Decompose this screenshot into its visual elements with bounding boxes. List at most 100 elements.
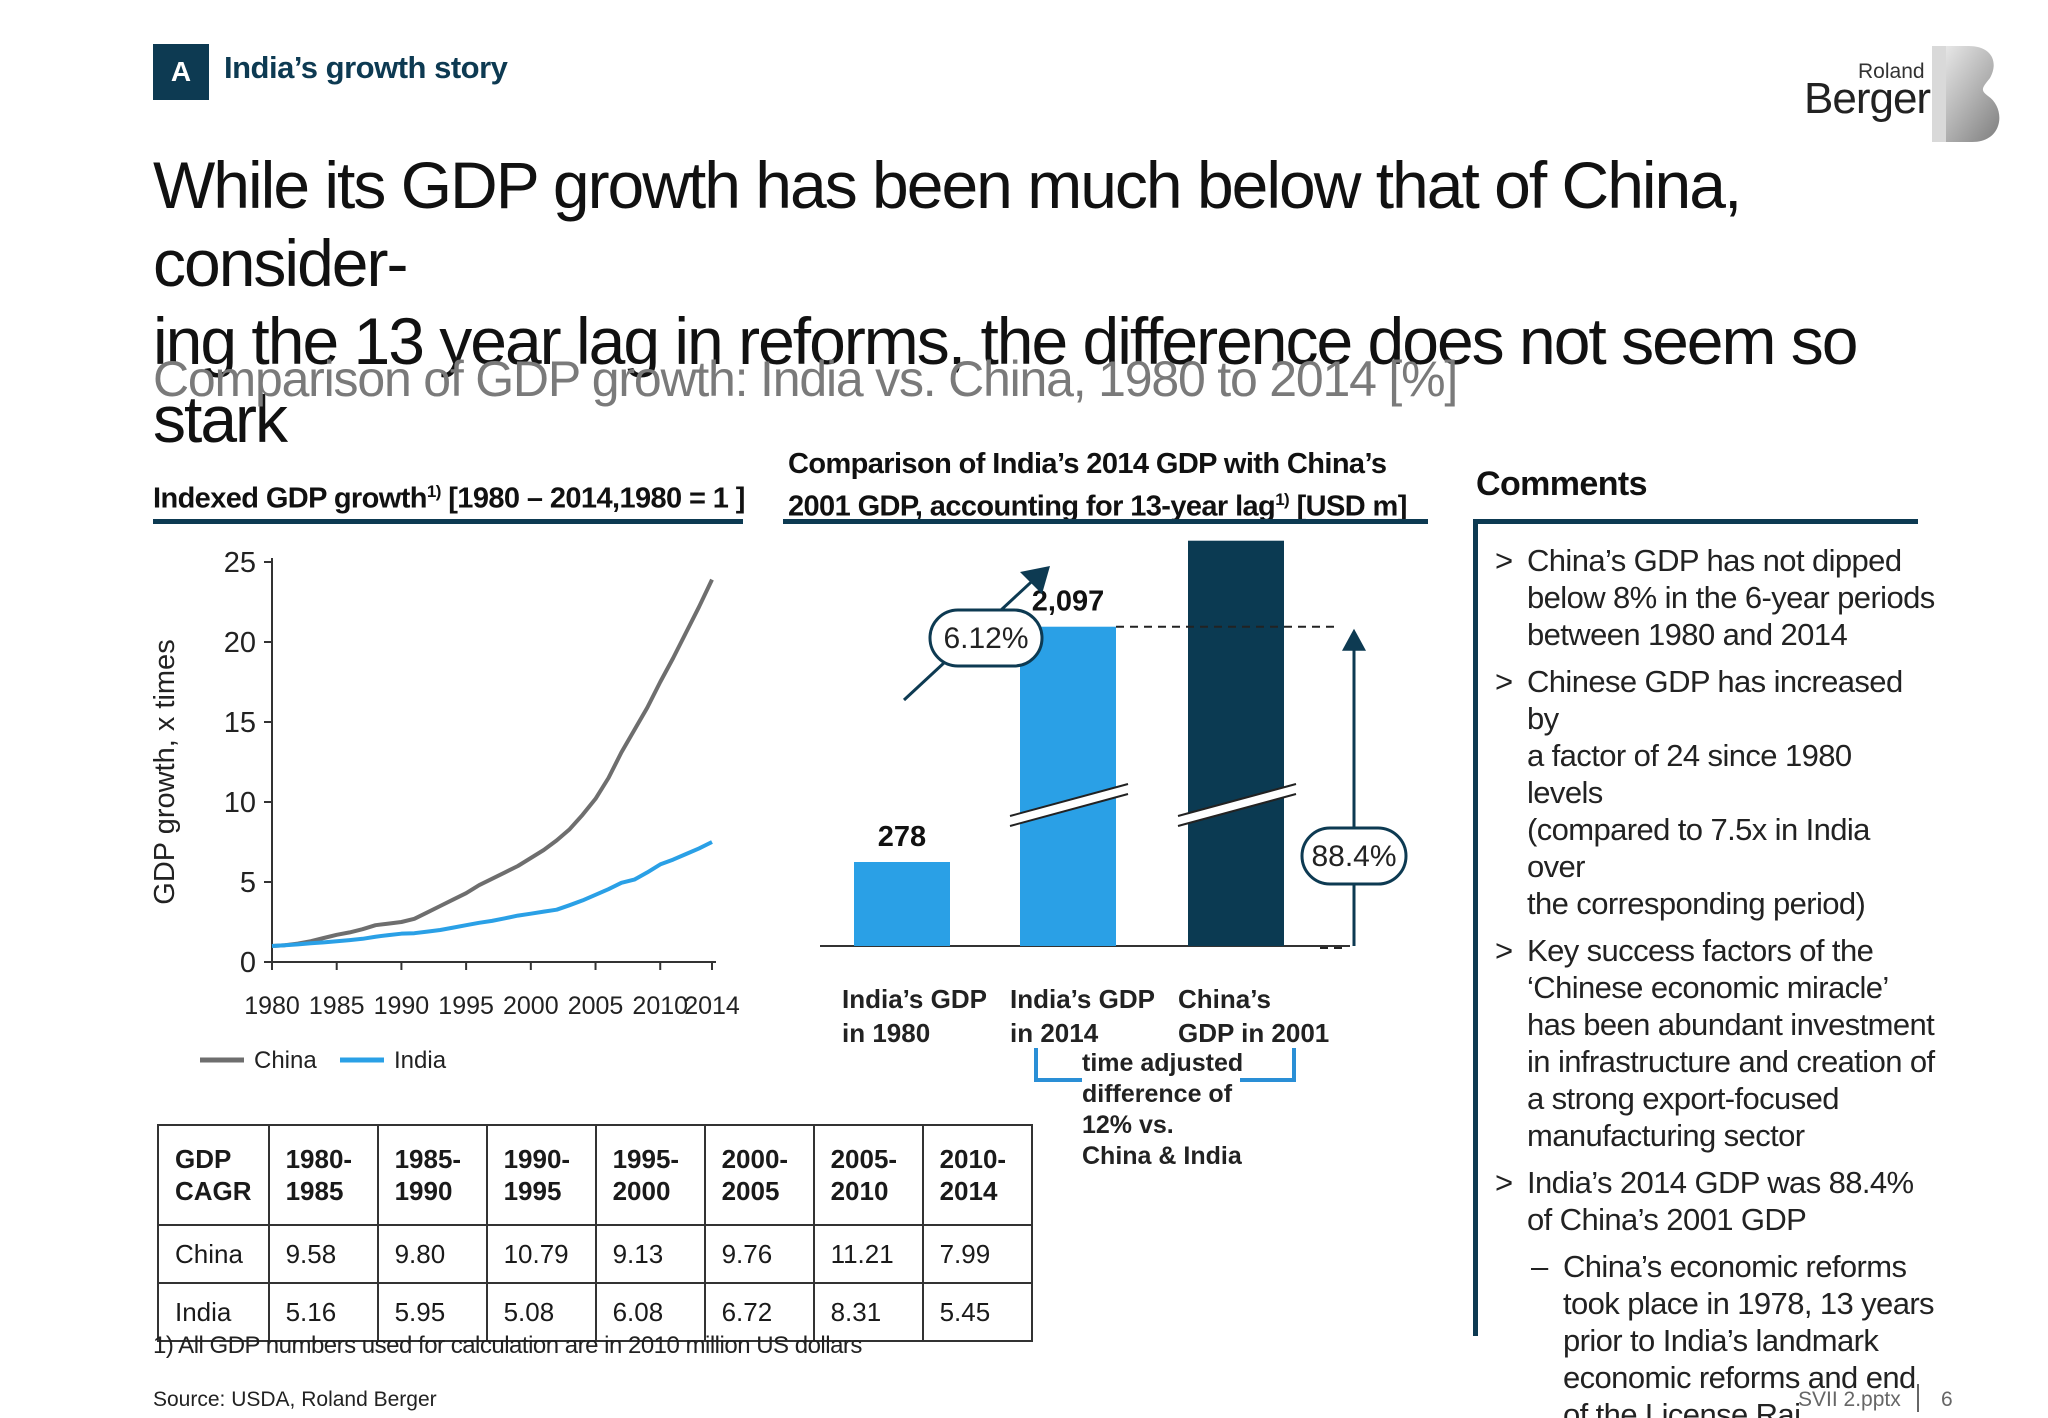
axis-break-gap: [1178, 784, 1296, 826]
series-line-india: [271, 840, 713, 948]
x-tick-label: 1980: [244, 992, 300, 1020]
table-cell: 6.08: [594, 1282, 706, 1342]
bar-0: [854, 862, 950, 946]
bar-1: [1020, 626, 1116, 946]
cell-text: 1985-: [394, 1144, 462, 1174]
table-cell: 7.99: [921, 1224, 1033, 1284]
headline-line-1: While its GDP growth has been much below…: [153, 148, 1742, 300]
table-cell: 8.31: [812, 1282, 924, 1342]
comments-heading-rule: [1473, 519, 1918, 524]
table-cell: 11.21: [812, 1224, 924, 1284]
line-chart-heading-rule: [153, 519, 743, 524]
comment-line: took place in 1978, 13 years: [1563, 1286, 1935, 1321]
bullet-marker: >: [1495, 1165, 1513, 1200]
cell-text: 2005-: [830, 1144, 898, 1174]
line-chart-heading-sup: 1): [426, 482, 442, 501]
growth-arrow-head: [1020, 566, 1050, 594]
comments-list: > China’s GDP has not dipped below 8% in…: [1495, 542, 1935, 1418]
file-reference: SVII 2.pptx: [1798, 1388, 1901, 1411]
bar-category-label: in 2014: [1010, 1018, 1099, 1048]
comment-line: has been abundant investment: [1527, 1007, 1935, 1042]
x-tick-label: 2014: [684, 992, 740, 1020]
section-tag: A: [153, 44, 209, 100]
table-cell: 9.80: [376, 1224, 488, 1284]
comment-item: > Chinese GDP has increased by a factor …: [1495, 663, 1935, 922]
bar-category-label: India’s GDP: [842, 984, 987, 1014]
cell-text: 1980-: [285, 1144, 353, 1174]
bar-category-label: in 1980: [842, 1018, 930, 1048]
cell-text: 2014: [939, 1176, 998, 1206]
bar-chart-heading-sup: 1): [1275, 490, 1290, 509]
bar-value-label: 2,097: [1032, 586, 1105, 618]
line-chart-heading-rest: [1980 – 2014,1980 = 1 ]: [440, 482, 745, 515]
dash-marker: –: [1531, 1249, 1548, 1284]
roland-berger-logo-icon: [1932, 46, 2000, 142]
x-tick-label: 2010: [632, 992, 688, 1020]
comment-line: between 1980 and 2014: [1527, 617, 1848, 652]
comment-line: in infrastructure and creation of: [1527, 1044, 1935, 1079]
x-tick-label: 1990: [374, 992, 430, 1020]
bar-chart-heading-rule: [783, 519, 1428, 524]
cell-text: 1985: [285, 1176, 344, 1206]
cagr-table: GDP CAGR 1980- 1985 1985- 1990 1990- 1995 19…: [157, 1124, 1033, 1342]
comment-line: China’s economic reforms: [1563, 1249, 1907, 1284]
table-cell: 5.08: [485, 1282, 597, 1342]
cell-text: 2010: [830, 1176, 889, 1206]
logo-text-top: Roland: [1858, 60, 1925, 83]
y-axis-label: GDP growth, x times: [149, 639, 181, 904]
bar-value-label: 278: [878, 821, 926, 853]
table-header-cell: 1980- 1985: [267, 1124, 379, 1226]
cell-text: 2000: [612, 1176, 671, 1206]
logo-text-bottom: Berger: [1804, 74, 1931, 123]
axis-break-line: [1177, 793, 1297, 827]
legend-label-china: China: [254, 1047, 317, 1074]
axis-break-line: [1009, 793, 1129, 827]
headline-line-2: ing the 13 year lag in reforms, the diff…: [153, 304, 1859, 456]
comment-line: China’s GDP has not dipped: [1527, 543, 1902, 578]
cell-text: 1995-: [612, 1144, 680, 1174]
ratio-arrow-head: [1342, 628, 1366, 651]
bullet-marker: >: [1495, 543, 1513, 578]
time-adjusted-note: time adjusted difference of 12% vs. Chin…: [1082, 1048, 1243, 1172]
comment-item: > Key success factors of the ‘Chinese ec…: [1495, 932, 1935, 1154]
axis-break-line: [1009, 783, 1129, 817]
source-note: Source: USDA, Roland Berger: [153, 1388, 437, 1411]
cell-text: 2000-: [721, 1144, 789, 1174]
table-header-cell: 1990- 1995: [485, 1124, 597, 1226]
series-line-china: [271, 578, 714, 948]
cell-text: GDP: [175, 1144, 232, 1174]
comment-line: manufacturing sector: [1527, 1118, 1805, 1153]
y-tick-label: 10: [224, 787, 256, 819]
table-cell: 5.95: [376, 1282, 488, 1342]
bar-category-label: India’s GDP: [1010, 984, 1155, 1014]
growth-bubble: [928, 608, 1044, 668]
comment-line: the corresponding period): [1527, 886, 1866, 921]
table-cell: India: [157, 1282, 270, 1342]
growth-bubble-label: 6.12%: [943, 622, 1028, 655]
comment-line: a factor of 24 since 1980 levels: [1527, 738, 1852, 810]
y-tick-label: 5: [240, 867, 256, 899]
note-line: difference of: [1082, 1080, 1233, 1108]
axis-break-gap: [1010, 784, 1128, 826]
comment-line: prior to India’s landmark: [1563, 1323, 1879, 1358]
cell-text: 1990-: [503, 1144, 571, 1174]
y-tick-label: 20: [224, 627, 256, 659]
comment-item: > China’s GDP has not dipped below 8% in…: [1495, 542, 1935, 653]
headline: While its GDP growth has been much below…: [153, 146, 1913, 458]
table-cell: 9.58: [267, 1224, 379, 1284]
comment-line: a strong export-focused: [1527, 1081, 1839, 1116]
footnote: 1) All GDP numbers used for calculation …: [153, 1332, 862, 1359]
y-tick-label: 0: [240, 947, 256, 979]
cell-text: 2005: [721, 1176, 780, 1206]
ratio-bubble-label: 88.4%: [1311, 840, 1396, 873]
cell-text: 2010-: [939, 1144, 1007, 1174]
line-chart-heading-main: Indexed GDP growth: [153, 482, 427, 515]
table-header-cell: 2010- 2014: [921, 1124, 1033, 1226]
table-header-cell: 2000- 2005: [703, 1124, 815, 1226]
comment-line: ‘Chinese economic miracle’: [1527, 970, 1889, 1005]
table-header-cell: 1985- 1990: [376, 1124, 488, 1226]
table-row: China 9.58 9.80 10.79 9.13 9.76 11.21 7.…: [157, 1224, 1033, 1284]
line-chart-heading: Indexed GDP growth1) [1980 – 2014,1980 =…: [153, 474, 745, 517]
comment-line: of China’s 2001 GDP: [1527, 1202, 1807, 1237]
page-number: 6: [1941, 1388, 1953, 1411]
